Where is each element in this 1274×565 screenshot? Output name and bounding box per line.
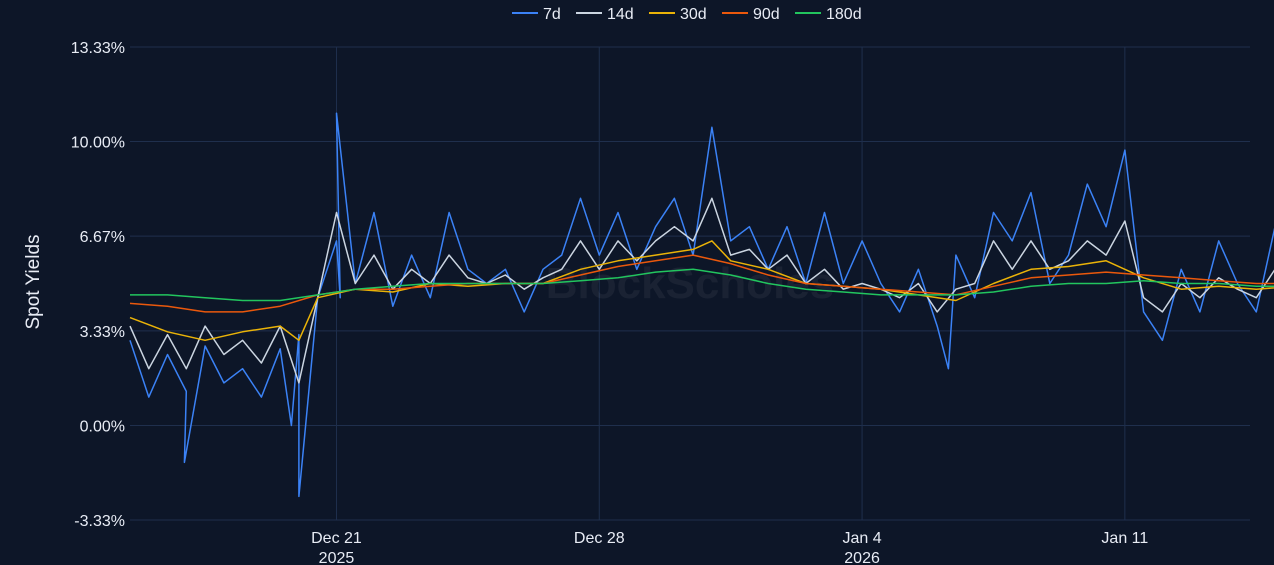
y-tick-label: 3.33% [80, 324, 125, 341]
legend-item-180d[interactable]: 180d [795, 6, 862, 23]
legend-label: 30d [680, 6, 707, 23]
x-tick-label: Jan 4 [842, 530, 881, 547]
legend-item-14d[interactable]: 14d [576, 6, 634, 23]
x-tick-year-label: 2025 [319, 550, 355, 565]
x-tick-year-label: 2026 [844, 550, 880, 565]
legend-label: 180d [826, 6, 862, 23]
chart-series [129, 112, 1274, 498]
legend-item-30d[interactable]: 30d [649, 6, 707, 23]
legend: 7d 14d 30d 90d 180d [512, 6, 862, 23]
legend-label: 14d [607, 6, 634, 23]
legend-item-7d[interactable]: 7d [512, 6, 561, 23]
x-axis: Dec 21 2025 Dec 28 Jan 4 2026 Jan 11 [311, 530, 1148, 565]
legend-label: 7d [543, 6, 561, 23]
legend-label: 90d [753, 6, 780, 23]
y-tick-label: 0.00% [80, 418, 125, 435]
x-tick-label: Jan 11 [1101, 530, 1148, 547]
y-tick-label: 6.67% [80, 229, 125, 246]
y-axis-title: Spot Yields [23, 234, 44, 329]
watermark: BlockScholes [546, 259, 835, 308]
series-line-90d [129, 254, 1274, 313]
legend-item-90d[interactable]: 90d [722, 6, 780, 23]
x-tick-label: Dec 28 [574, 530, 625, 547]
series-line-180d [130, 268, 1274, 302]
series-line-14d [129, 197, 1274, 384]
y-tick-label: 10.00% [71, 135, 125, 152]
y-tick-label: 13.33% [71, 40, 125, 57]
y-tick-label: -3.33% [74, 513, 125, 530]
y-axis: -3.33% 0.00% 3.33% 6.67% 10.00% 13.33% [71, 40, 125, 530]
x-tick-label: Dec 21 [311, 530, 362, 547]
